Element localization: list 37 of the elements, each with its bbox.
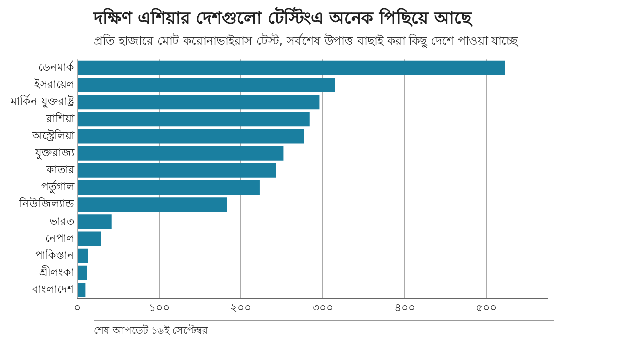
x-tick-label: ১০০ bbox=[148, 301, 170, 314]
bar bbox=[78, 198, 228, 212]
y-tick-label: রাশিয়া bbox=[45, 112, 76, 126]
y-tick-label: অস্ট্রেলিয়া bbox=[31, 129, 76, 142]
bar bbox=[78, 180, 260, 196]
bar bbox=[78, 112, 310, 127]
bar bbox=[78, 60, 506, 76]
x-tick-label: ২০০ bbox=[230, 301, 252, 314]
x-tick-label: ৫০০ bbox=[476, 301, 498, 314]
y-tick-label: শ্রীলংকা bbox=[38, 266, 76, 280]
bar bbox=[78, 214, 112, 230]
text: শেষ আপডেট ১৬ই সেপ্টেম্বর bbox=[94, 323, 554, 340]
y-tick-label: নিউজিল্যান্ড bbox=[18, 198, 74, 211]
y-tick-label: বাংলাদেশ bbox=[31, 283, 74, 296]
chart-title: দক্ষিণ এশিয়ার দেশগুলো টেস্টিংএ অনেক পিছিয়ে আছে bbox=[94, 8, 474, 30]
x-tick-label: ৩০০ bbox=[312, 301, 334, 314]
y-tick-label: নেপাল bbox=[45, 232, 76, 245]
x-tick-label: ৪০০ bbox=[394, 301, 416, 314]
y-tick-label: পাকিস্তান bbox=[35, 248, 74, 262]
bar bbox=[78, 129, 304, 144]
bar bbox=[78, 95, 320, 110]
y-tick-label: যুক্তরাজ্য bbox=[34, 146, 76, 160]
x-tick-label: ০ bbox=[74, 301, 81, 314]
bar bbox=[78, 78, 336, 92]
bar bbox=[78, 146, 284, 161]
y-tick-label: মার্কিন যুক্তরাষ্ট্র bbox=[10, 95, 76, 108]
bar bbox=[78, 248, 88, 264]
bar bbox=[78, 232, 102, 246]
y-tick-label: ভারত bbox=[48, 214, 76, 228]
bar bbox=[78, 282, 86, 298]
y-tick-label: পর্তুগাল bbox=[41, 180, 76, 194]
y-tick-label: ইসরায়েল bbox=[33, 78, 76, 92]
bar bbox=[78, 266, 88, 280]
chart-subtitle: প্রতি হাজারে মোট করোনাভাইরাস টেস্ট, সর্বশেষ উপাত্ত বাছাই করা কিছু দেশে পাওয়া যাচ্ছে bbox=[94, 32, 520, 50]
y-tick-label: কাতার bbox=[45, 164, 76, 177]
y-tick-label: ডেনমার্ক bbox=[38, 61, 74, 74]
bar bbox=[78, 163, 276, 178]
